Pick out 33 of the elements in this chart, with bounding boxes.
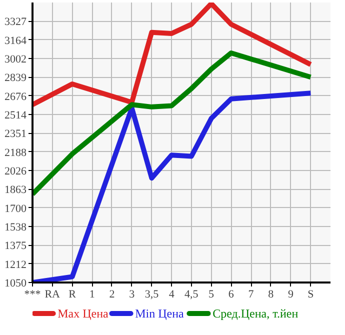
- legend-label: Min Цена: [135, 306, 185, 320]
- y-tick-label: 3002: [4, 54, 26, 66]
- x-tick-label: 3,5: [144, 288, 160, 300]
- x-tick-label: S: [308, 288, 314, 300]
- y-tick-label: 3164: [4, 34, 27, 47]
- y-tick-label: 1863: [4, 184, 27, 196]
- y-tick-label: 1212: [4, 258, 26, 271]
- x-tick-label: 4: [168, 288, 175, 300]
- y-tick-label: 1538: [4, 222, 27, 234]
- x-tick-label: 3: [129, 288, 136, 300]
- y-tick-label: 1700: [4, 202, 27, 215]
- x-tick-label: ***: [24, 288, 41, 300]
- legend-label: Сред.Цена, т.йен: [212, 306, 299, 320]
- x-tick-label: 8: [268, 288, 274, 300]
- x-tick-label: 4,5: [184, 288, 199, 300]
- x-tick-label: R: [68, 288, 77, 300]
- x-tick-label: 2: [109, 288, 115, 300]
- y-tick-label: 2676: [4, 90, 27, 103]
- y-tick-label: 2514: [4, 110, 27, 122]
- legend-label: Max Цена: [58, 306, 110, 320]
- y-tick-label: 2839: [4, 72, 27, 84]
- x-tick-label: 6: [228, 288, 234, 300]
- x-tick-label: 9: [288, 288, 294, 300]
- y-tick-label: 2026: [4, 166, 27, 178]
- x-tick-label: 7: [248, 288, 254, 300]
- x-tick-label: 5: [208, 288, 215, 300]
- y-tick-label: 1375: [4, 240, 27, 252]
- y-tick-label: 3327: [4, 16, 27, 28]
- y-tick-label: 2351: [4, 128, 26, 140]
- y-tick-label: 1050: [4, 278, 27, 290]
- x-tick-label: RA: [44, 288, 60, 300]
- y-tick-label: 2188: [4, 146, 27, 159]
- x-tick-label: 1: [89, 288, 95, 300]
